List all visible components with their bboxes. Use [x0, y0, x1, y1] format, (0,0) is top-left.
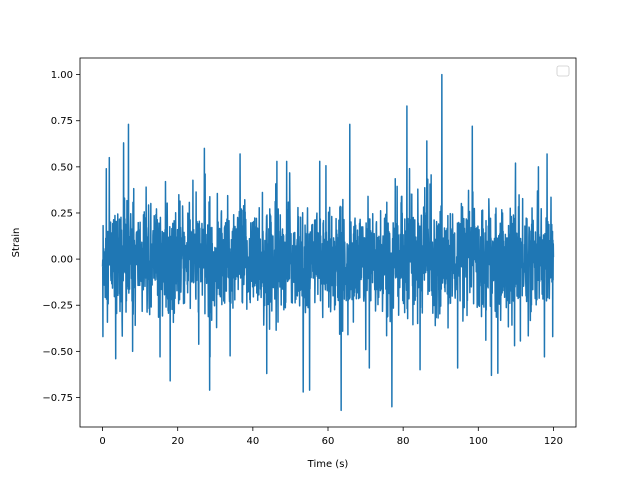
- x-tick-label: 0: [99, 436, 105, 447]
- y-tick-label: −0.50: [42, 347, 73, 358]
- x-tick-label: 20: [171, 436, 184, 447]
- y-tick-label: −0.25: [42, 301, 73, 312]
- y-axis-label: Strain: [11, 228, 22, 258]
- y-tick-label: 1.00: [51, 70, 73, 81]
- series-layer: [101, 73, 555, 412]
- y-tick-label: −0.75: [42, 393, 73, 404]
- y-axis: −0.75 −0.50 −0.25 0.00 0.25 0.50 0.75 1.00: [42, 70, 80, 404]
- legend-box: [556, 65, 570, 77]
- x-tick-label: 120: [544, 436, 563, 447]
- y-tick-label: 0.00: [51, 255, 73, 266]
- x-axis: 0 20 40 60 80 100 120: [99, 427, 563, 447]
- plot-area: [79, 57, 577, 428]
- x-tick-label: 60: [322, 436, 335, 447]
- x-tick-label: 40: [246, 436, 259, 447]
- y-tick-label: 0.25: [51, 208, 73, 219]
- y-tick-label: 0.50: [51, 162, 73, 173]
- x-axis-label: Time (s): [307, 459, 349, 470]
- y-tick-label: 0.75: [51, 116, 73, 127]
- x-tick-label: 100: [469, 436, 488, 447]
- x-tick-label: 80: [397, 436, 410, 447]
- strain-series-line: [101, 73, 555, 412]
